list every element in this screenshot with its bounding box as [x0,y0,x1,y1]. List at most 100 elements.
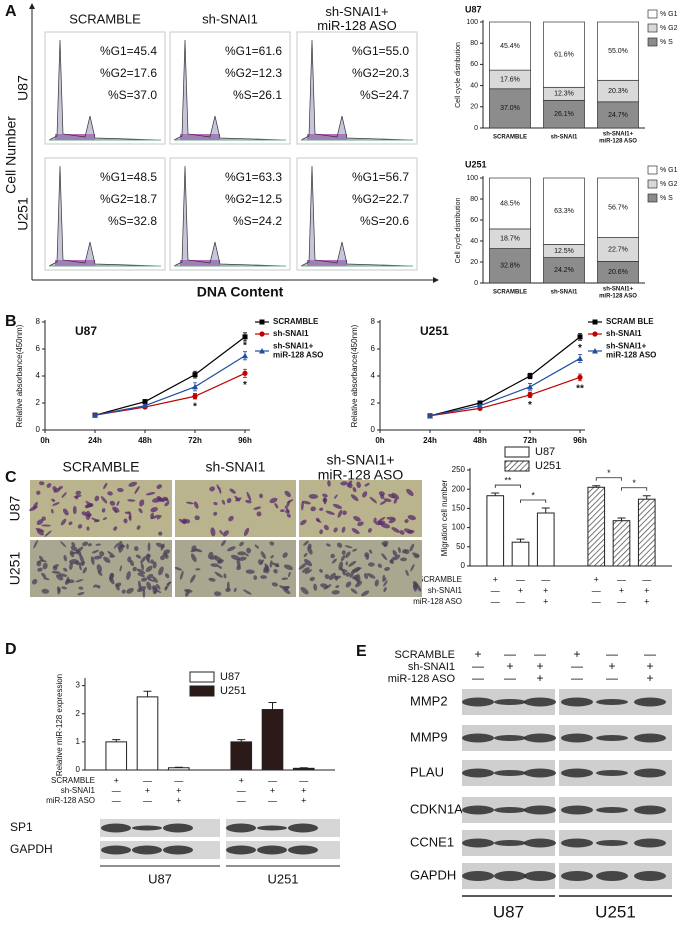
blot-band [561,697,593,707]
cell-cycle-stat: %G2=12.3 [225,66,282,80]
cell [236,558,241,568]
row-label: U87 [15,75,31,101]
cell [222,530,229,537]
y-tick-label: 60 [470,217,478,224]
cell-cycle-stat: %S=24.2 [233,214,282,228]
cell [210,527,216,537]
y-tick-label: 4 [36,371,41,380]
bar-segment [597,177,639,238]
value-label: 24.7% [608,112,628,119]
cell [151,585,157,590]
cell [72,505,77,515]
histogram-frame [296,31,418,145]
column-header: SCRAMBLE [69,11,141,26]
cell [269,560,273,568]
blot-label: MMP9 [410,729,448,744]
cell [52,502,60,506]
cell [324,574,330,580]
cell [112,506,120,513]
legend-label: U251 [535,460,561,472]
cell [190,553,197,563]
legend-label: % G2 [660,181,678,188]
cell [55,574,64,581]
value-label: 56.7% [608,205,628,212]
series-line [94,336,246,416]
blot-band [462,697,494,707]
x-tick-label: sh-SNAI1 [551,135,578,141]
cell [410,563,415,572]
cell [53,488,61,493]
cell [41,588,50,594]
value-label: 48.5% [500,200,520,207]
cell [139,499,145,507]
cell [42,562,48,570]
cell [281,577,289,580]
panel-label: C [5,469,17,486]
significance-mark: * [607,468,611,478]
condition-label: sh-SNAI1 [428,586,463,595]
marker [192,372,198,378]
cell-cycle-stat: %S=32.8 [108,214,157,228]
condition-sign: — [617,574,626,584]
cell [282,588,291,595]
significance-bracket [595,477,622,481]
cell [254,544,259,549]
x-tick-label: 0h [40,436,49,445]
blot-band [634,805,666,815]
marker [259,348,265,354]
axis-label: Cell Number [3,116,19,194]
cell [150,507,158,513]
cell [189,574,196,583]
cell [86,513,92,518]
histogram-frame [44,31,166,145]
cell [223,573,227,579]
cell [63,554,67,562]
y-tick-label: 6 [36,344,41,353]
cell [221,499,226,505]
cell [33,539,38,549]
cell-cycle-stat: %G2=22.7 [352,192,409,206]
cell [44,530,52,537]
cell [388,518,396,524]
significance-mark: * [243,340,247,351]
marker [527,383,533,390]
cell [162,496,169,501]
cell [239,541,244,547]
cell [253,506,262,510]
condition-label: SCRAMBLE [394,649,455,661]
condition-label: miR-128 ASO [388,673,456,685]
cell [79,554,85,564]
condition-sign: + [518,585,523,595]
condition-sign: — [617,596,626,606]
value-label: 17.6% [500,76,520,83]
condition-sign: + [536,671,543,685]
cell [393,554,401,561]
y-tick-label: 20 [470,104,478,111]
legend-label: U251 [220,685,246,697]
cell [361,590,370,597]
cell [109,555,114,558]
cell [298,563,307,570]
cell [313,583,318,591]
y-tick-label: 8 [371,317,376,326]
error-bar [143,690,152,697]
cell [37,567,43,572]
legend-swatch [189,685,215,697]
condition-label: sh-SNAI1 [61,786,96,795]
cell [174,567,183,571]
cell [132,566,137,572]
marker [477,402,483,409]
cell [135,554,142,559]
histogram-curve [173,39,287,141]
cell [39,481,45,486]
blot-band [524,805,556,815]
histogram-curve [300,39,414,141]
cell [41,516,46,521]
condition-sign: — [541,574,550,584]
cell [75,579,84,583]
cell [77,592,85,596]
blot-label: SP1 [10,820,33,834]
blot-band [596,699,628,705]
cell [61,492,67,498]
cell-cycle-stat: %G1=48.5 [100,170,157,184]
